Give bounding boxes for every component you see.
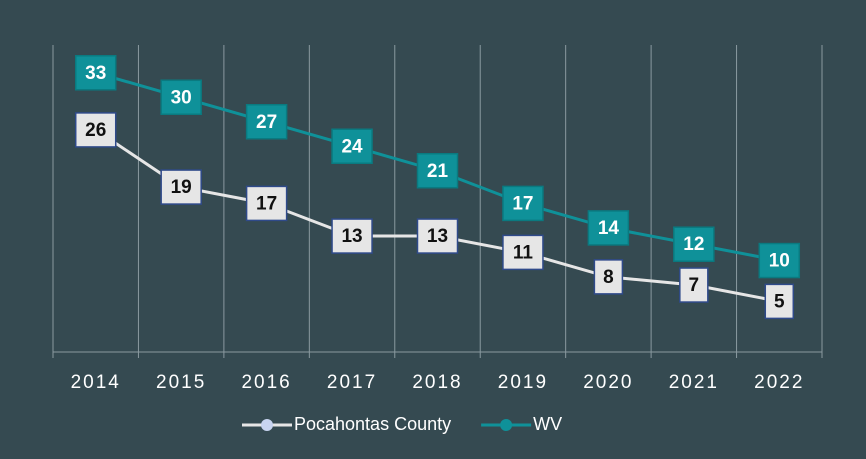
data-label-box [331, 128, 373, 164]
data-label-box [74, 55, 117, 91]
data-label-box [587, 210, 630, 246]
legend-label: WV [533, 414, 562, 434]
x-tick-label: 2016 [241, 372, 291, 393]
data-label: 10 [769, 251, 790, 272]
x-tick-label: 2014 [71, 372, 121, 393]
data-label-box [758, 242, 801, 279]
data-label-box [245, 185, 288, 222]
x-tick-label: 2020 [583, 372, 633, 393]
data-label: 11 [513, 242, 534, 263]
data-label: 19 [171, 177, 192, 198]
data-label-box [245, 104, 288, 140]
data-label: 13 [427, 226, 448, 247]
data-label-box [331, 218, 373, 254]
legend-marker [500, 419, 513, 431]
data-label-box [502, 185, 544, 222]
data-label: 26 [85, 120, 106, 141]
x-tick-label: 2022 [754, 372, 804, 393]
data-label: 21 [427, 161, 449, 182]
data-label-box [764, 283, 795, 320]
x-tick-label: 2021 [669, 372, 719, 393]
data-label: 27 [256, 112, 277, 133]
data-label: 17 [512, 193, 533, 214]
data-label-box [673, 226, 715, 262]
data-label: 13 [341, 226, 362, 247]
data-label: 7 [689, 275, 700, 296]
data-label: 12 [683, 234, 704, 255]
data-label: 5 [774, 291, 785, 312]
data-label: 30 [171, 87, 192, 108]
data-label-box [160, 169, 202, 205]
data-label-box [416, 152, 459, 189]
data-label-box [593, 259, 624, 295]
data-label: 33 [85, 63, 106, 84]
x-tick-label: 2019 [498, 372, 548, 393]
data-label: 17 [256, 193, 277, 214]
data-label-box [502, 234, 544, 271]
data-label: 24 [341, 136, 363, 157]
x-tick-label: 2017 [327, 372, 377, 393]
data-label: 14 [598, 218, 620, 239]
x-tick-label: 2015 [156, 372, 206, 393]
legend-label: Pocahontas County [294, 414, 451, 434]
data-label-box [679, 267, 709, 303]
data-label-box [416, 218, 459, 254]
x-tick-label: 2018 [412, 372, 462, 393]
data-label-box [74, 112, 117, 148]
data-label: 8 [603, 267, 614, 288]
data-label-box [160, 79, 202, 116]
legend-marker [261, 419, 273, 431]
